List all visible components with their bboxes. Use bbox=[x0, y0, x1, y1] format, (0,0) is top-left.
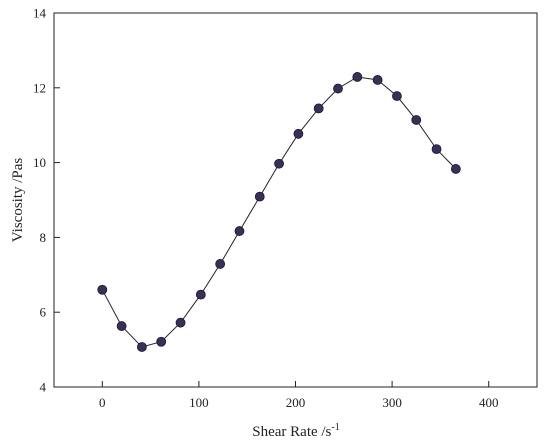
y-tick-label: 4 bbox=[40, 380, 47, 395]
series-layer bbox=[97, 72, 461, 352]
data-point bbox=[450, 164, 461, 174]
data-point bbox=[234, 226, 245, 236]
x-axis-title-superscript: -1 bbox=[331, 422, 339, 433]
x-axis-title: Shear Rate /s-1 bbox=[252, 422, 340, 440]
data-point bbox=[116, 321, 127, 331]
data-point bbox=[352, 72, 363, 82]
data-point bbox=[215, 259, 226, 269]
data-point bbox=[313, 103, 324, 114]
data-point bbox=[293, 128, 304, 139]
data-point bbox=[156, 336, 167, 347]
data-point bbox=[137, 342, 147, 352]
x-tick-label: 400 bbox=[479, 395, 499, 410]
data-point bbox=[333, 83, 343, 94]
data-point bbox=[195, 289, 206, 300]
y-tick-label: 12 bbox=[33, 80, 46, 95]
y-tick-label: 14 bbox=[33, 6, 47, 21]
data-point bbox=[274, 158, 284, 169]
data-point bbox=[372, 75, 383, 85]
data-point bbox=[254, 191, 265, 202]
data-point bbox=[392, 91, 402, 101]
series-line bbox=[101, 76, 457, 348]
x-tick-label: 200 bbox=[286, 395, 306, 410]
y-axis-title: Viscosity /Pas bbox=[10, 158, 26, 243]
y-tick-label: 6 bbox=[40, 305, 47, 320]
x-tick-label: 0 bbox=[99, 395, 106, 410]
x-tick-label: 100 bbox=[189, 395, 209, 410]
data-point bbox=[175, 317, 186, 328]
y-axis: 4 6 8 10 12 14 bbox=[33, 6, 60, 395]
x-tick-label: 300 bbox=[382, 395, 402, 410]
data-point bbox=[411, 115, 422, 125]
data-point bbox=[431, 144, 442, 155]
y-tick-label: 8 bbox=[40, 230, 47, 245]
x-axis: 0 100 200 300 400 bbox=[99, 381, 498, 410]
data-point bbox=[97, 284, 108, 295]
y-tick-label: 10 bbox=[33, 155, 46, 170]
